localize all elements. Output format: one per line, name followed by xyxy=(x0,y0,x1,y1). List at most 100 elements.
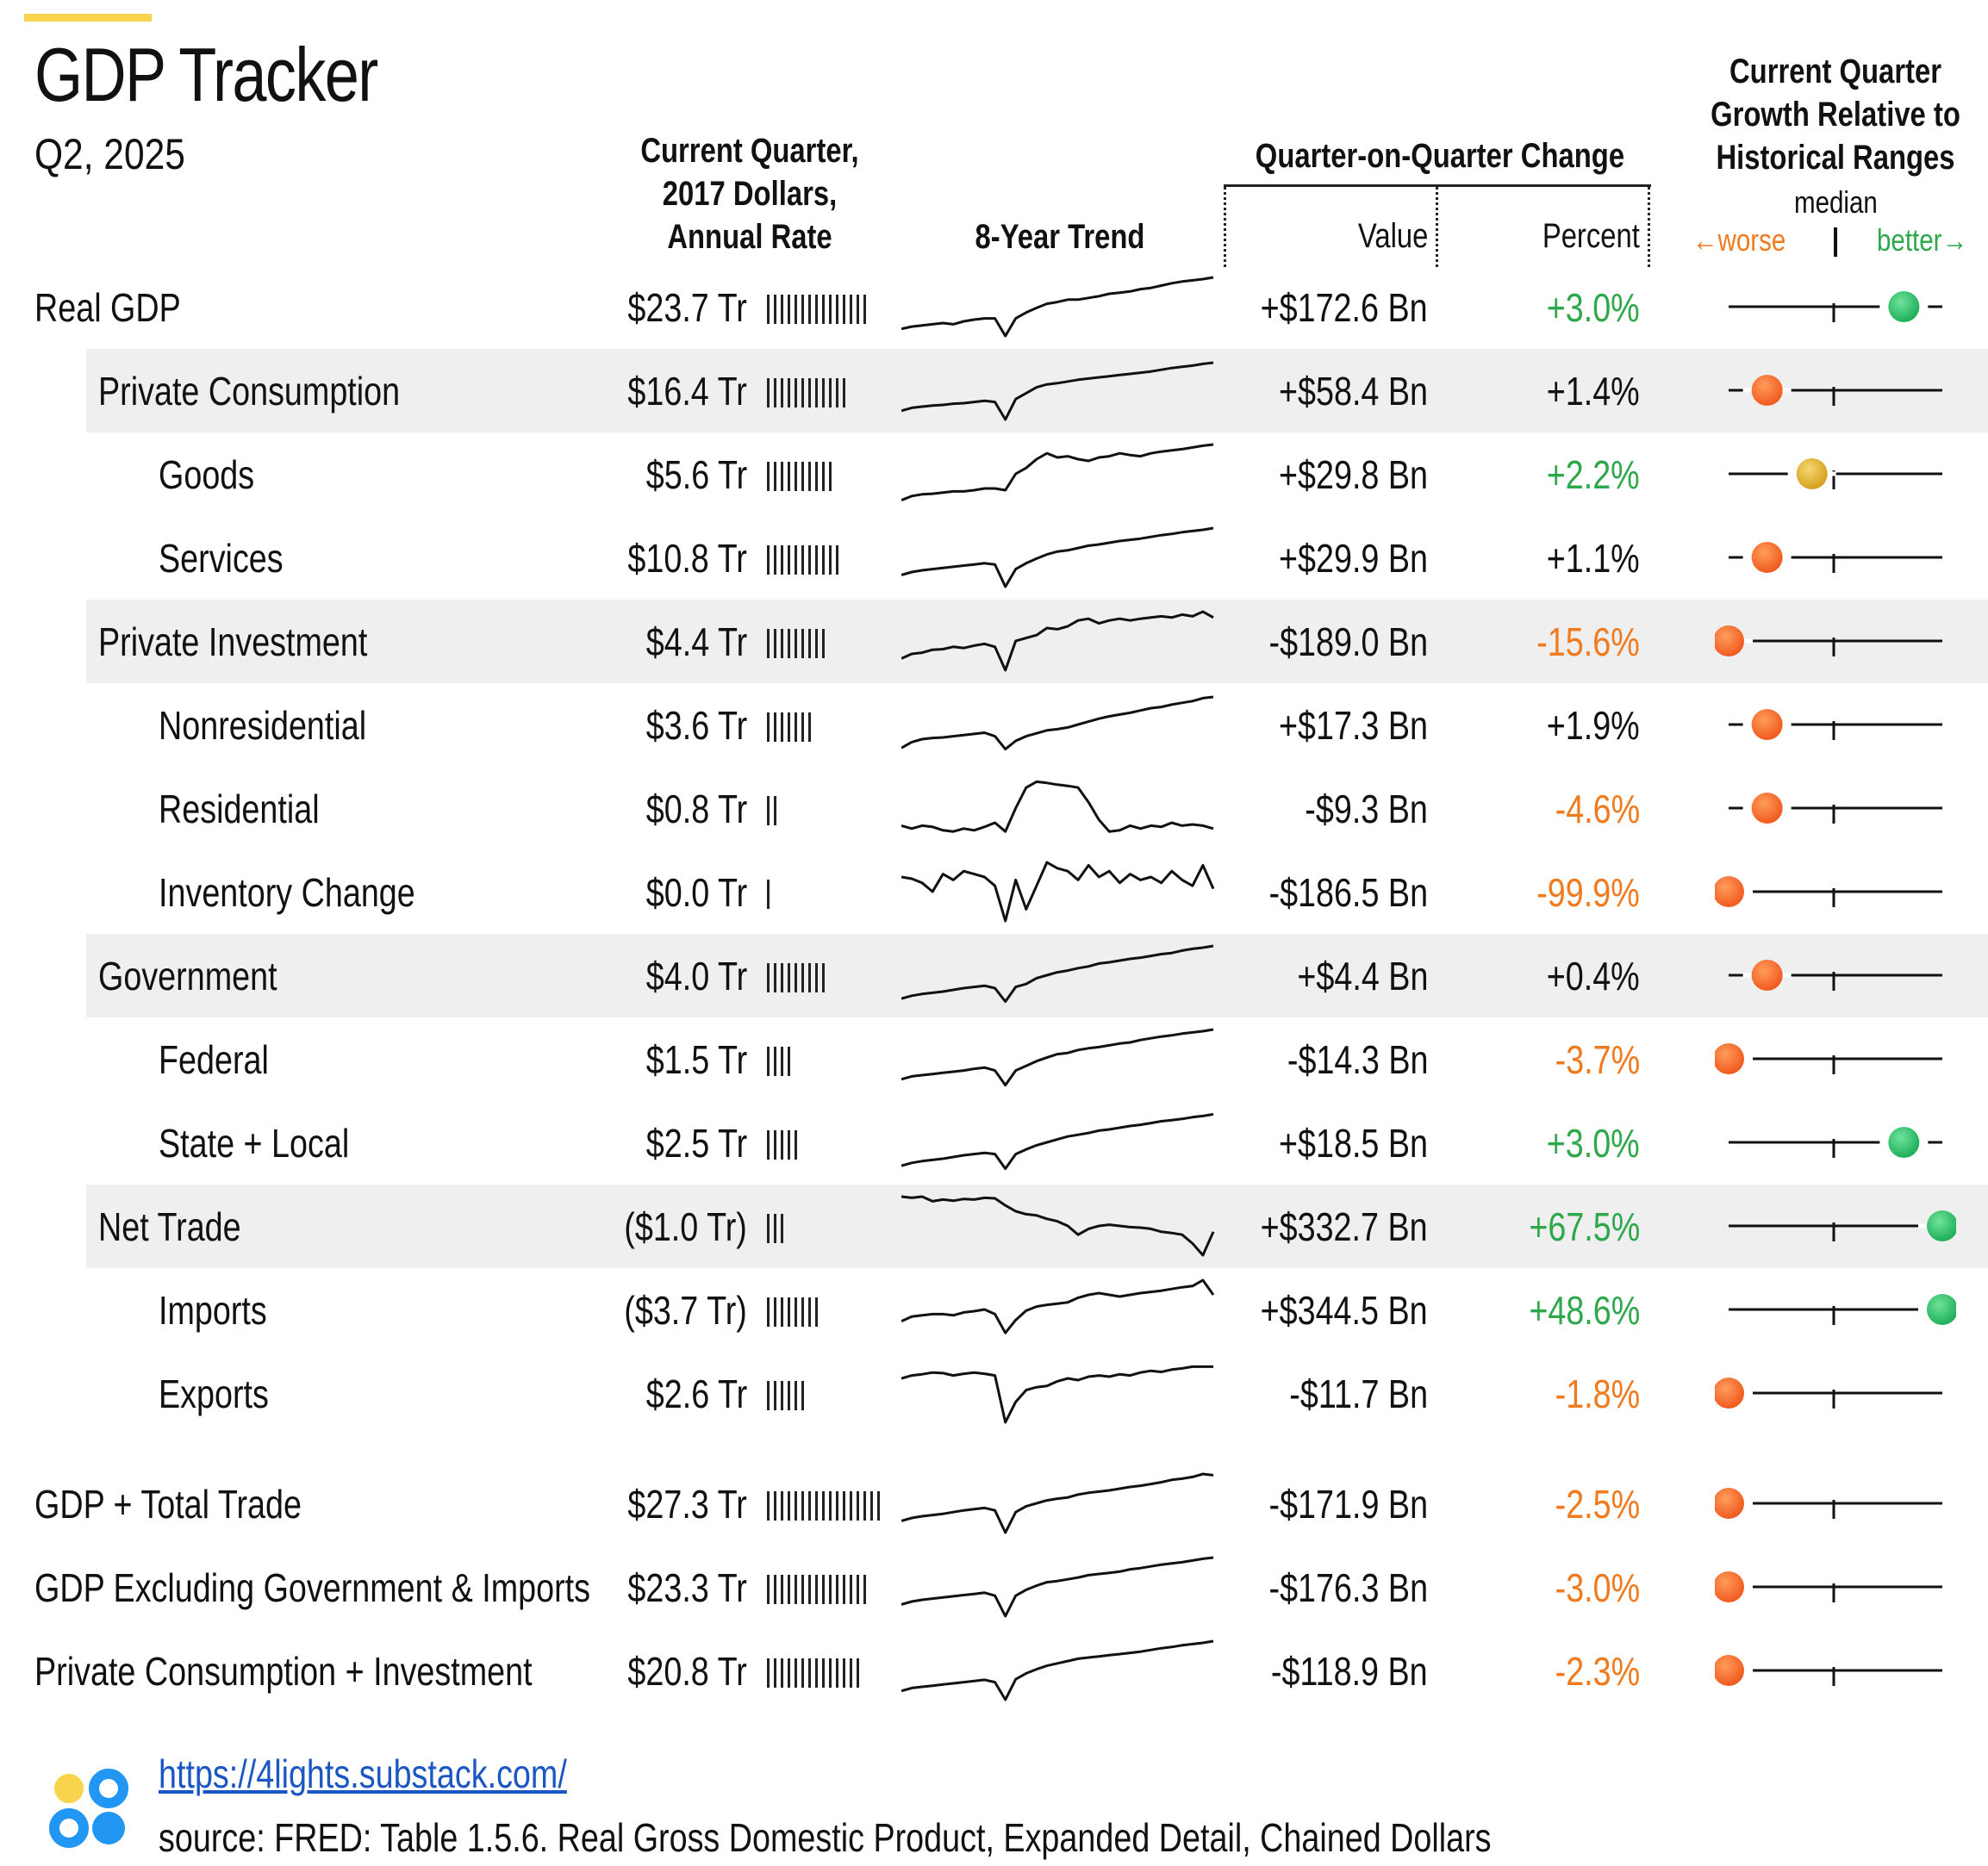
qoq-value: -$189.0 Bn xyxy=(1268,619,1428,664)
magnitude-tick xyxy=(815,295,818,324)
historical-range xyxy=(1729,375,1942,406)
trend-line xyxy=(901,780,1214,833)
trend-line xyxy=(901,861,1215,923)
magnitude-tick xyxy=(781,629,783,658)
magnitude-tick xyxy=(822,378,825,407)
qoq-value: -$186.5 Bn xyxy=(1268,870,1428,915)
qoq-percent: +3.0% xyxy=(1546,1121,1640,1166)
magnitude-tick xyxy=(857,1575,859,1604)
magnitude-tick xyxy=(843,1491,845,1521)
range-marker xyxy=(1888,291,1920,322)
magnitude-tick xyxy=(822,1491,825,1521)
header-dotted-right xyxy=(1648,187,1650,267)
magnitude-tick xyxy=(788,1658,790,1688)
table-row: Nonresidential $3.6 Tr +$17.3 Bn +1.9% xyxy=(0,683,1988,767)
magnitude-tick xyxy=(795,712,797,742)
magnitude-tick xyxy=(767,295,770,324)
magnitude-tick xyxy=(788,1297,790,1327)
current-amount: $2.6 Tr xyxy=(645,1372,747,1416)
median-marker xyxy=(1834,227,1837,257)
table-row: Private Investment $4.4 Tr -$189.0 Bn -15.6… xyxy=(0,600,1988,683)
magnitude-tick xyxy=(801,629,804,658)
magnitude-tick xyxy=(843,1575,845,1604)
magnitude-tick xyxy=(788,1491,790,1521)
current-amount: $27.3 Tr xyxy=(627,1482,747,1527)
header-hist-line2: Growth Relative to xyxy=(1711,96,1960,134)
row-label: Goods xyxy=(159,452,255,497)
qoq-value: -$118.9 Bn xyxy=(1271,1649,1428,1694)
qoq-value: -$9.3 Bn xyxy=(1305,787,1428,831)
row-label: Exports xyxy=(159,1372,269,1416)
qoq-percent: -2.3% xyxy=(1555,1649,1640,1694)
qoq-percent: +1.9% xyxy=(1546,703,1640,748)
qoq-percent: -1.8% xyxy=(1555,1372,1640,1416)
magnitude-tick xyxy=(781,712,783,742)
range-marker xyxy=(1715,1488,1744,1519)
trend-line xyxy=(901,1472,1214,1534)
row-label: Services xyxy=(159,536,284,581)
current-amount: $16.4 Tr xyxy=(627,369,747,414)
magnitude-tick xyxy=(788,629,790,658)
historical-range xyxy=(1729,291,1942,322)
historical-range xyxy=(1729,1294,1956,1325)
magnitude-tick xyxy=(808,545,811,575)
historical-range xyxy=(1715,625,1942,656)
qoq-value: -$171.9 Bn xyxy=(1268,1482,1428,1527)
trend-sparkline xyxy=(901,695,1214,751)
trend-sparkline xyxy=(901,944,1214,1004)
magnitude-tick xyxy=(767,963,770,992)
qoq-percent: +2.2% xyxy=(1546,452,1640,497)
header-trend-label: 8-Year Trend xyxy=(975,218,1145,256)
magnitude-tick xyxy=(822,295,825,324)
magnitude-tick xyxy=(877,1491,880,1521)
magnitude-tick xyxy=(767,462,770,491)
trend-sparkline xyxy=(901,1639,1214,1701)
range-marker xyxy=(1715,1571,1744,1602)
magnitude-tick xyxy=(801,963,804,992)
magnitude-tick xyxy=(774,712,776,742)
qoq-value: +$4.4 Bn xyxy=(1296,954,1428,998)
magnitude-tick xyxy=(857,1658,859,1688)
magnitude-tick xyxy=(795,1491,797,1521)
row-label: Net Trade xyxy=(98,1204,241,1249)
range-marker xyxy=(1715,876,1744,907)
magnitude-tick xyxy=(774,1491,776,1521)
trend-sparkline xyxy=(901,610,1214,672)
row-label: GDP + Total Trade xyxy=(34,1482,302,1527)
magnitude-tick xyxy=(774,378,776,407)
table-row: Residential $0.8 Tr -$9.3 Bn -4.6% xyxy=(0,767,1988,850)
magnitude-tick xyxy=(815,378,818,407)
magnitude-tick xyxy=(808,1575,811,1604)
historical-range xyxy=(1729,1210,1956,1241)
page-title: GDP Tracker xyxy=(34,32,378,117)
magnitude-tick xyxy=(863,1491,866,1521)
magnitude-tick xyxy=(822,1658,825,1688)
table-row: Private Consumption + Investment $20.8 Tr… xyxy=(0,1629,1988,1713)
magnitude-tick xyxy=(767,880,770,909)
table-row: Inventory Change $0.0 Tr -$186.5 Bn -99.9% xyxy=(0,850,1988,934)
magnitude-tick xyxy=(781,1130,783,1160)
header-trend: 8-Year Trend xyxy=(905,215,1215,258)
magnitude-tick xyxy=(767,545,770,575)
substack-link[interactable]: https://4lights.substack.com/ xyxy=(159,1751,567,1796)
magnitude-tick xyxy=(781,1297,783,1327)
magnitude-tick xyxy=(767,629,770,658)
qoq-percent: +1.1% xyxy=(1546,536,1640,581)
page-subtitle: Q2, 2025 xyxy=(34,130,185,178)
qoq-percent: -3.0% xyxy=(1555,1565,1640,1610)
trend-sparkline xyxy=(901,443,1214,501)
magnitude-tick xyxy=(843,378,845,407)
magnitude-tick xyxy=(808,712,811,742)
magnitude-tick xyxy=(767,796,770,825)
magnitude-tick xyxy=(774,963,776,992)
logo xyxy=(48,1768,134,1858)
magnitude-tick xyxy=(774,1297,776,1327)
header-hist-line1: Current Quarter xyxy=(1729,53,1942,90)
table-row: Private Consumption $16.4 Tr +$58.4 Bn +1.4… xyxy=(0,349,1988,432)
magnitude-tick xyxy=(801,1491,804,1521)
header-current-line3: Annual Rate xyxy=(667,218,832,256)
magnitude-tick xyxy=(788,545,790,575)
qoq-percent: -2.5% xyxy=(1555,1482,1640,1527)
qoq-percent: +0.4% xyxy=(1546,954,1640,998)
trend-line xyxy=(901,1195,1215,1257)
